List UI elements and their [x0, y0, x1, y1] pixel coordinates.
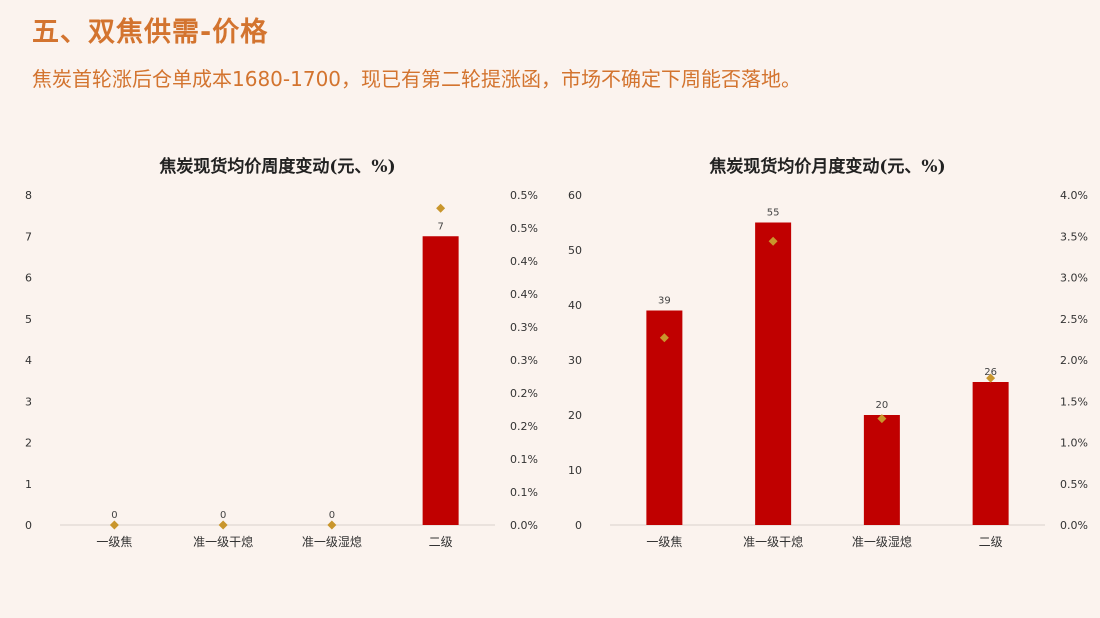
y2-tick-label: 3.5%: [1060, 230, 1088, 243]
data-label: 39: [658, 296, 671, 307]
category-label: 二级: [979, 535, 1003, 549]
category-label: 二级: [429, 535, 453, 549]
category-label: 一级焦: [96, 535, 132, 549]
y2-tick-label: 0.0%: [510, 519, 538, 532]
pct-marker: [218, 520, 228, 530]
y2-tick-label: 0.3%: [510, 354, 538, 367]
y2-tick-label: 1.5%: [1060, 395, 1088, 408]
chart-svg: 焦炭现货均价周度变动(元、%) 0 1 2 3 4 5 6 7 8 0.0% 0.1% 0.1% 0.2%…: [25, 156, 538, 549]
y2-tick-label: 0.2%: [510, 420, 538, 433]
y2-tick-label: 3.0%: [1060, 272, 1088, 285]
page-subtitle: 焦炭首轮涨后仓单成本1680-1700，现已有第二轮提涨函，市场不确定下周能否落…: [32, 67, 802, 91]
data-label: 26: [984, 367, 997, 378]
y2-tick-label: 2.0%: [1060, 354, 1088, 367]
category-label: 准一级干熄: [743, 535, 803, 549]
pct-marker: [986, 373, 996, 383]
bar: [972, 382, 1009, 525]
y-tick-label: 40: [568, 299, 582, 312]
data-label: 0: [111, 510, 117, 521]
chart-title: 焦炭现货均价月度变动(元、%): [708, 156, 945, 177]
y-tick-label: 30: [568, 354, 582, 367]
y2-tick-label: 0.1%: [510, 486, 538, 499]
pct-marker: [877, 414, 887, 424]
chart-title: 焦炭现货均价周度变动(元、%): [158, 156, 395, 177]
y-tick-label: 8: [25, 189, 32, 202]
y-tick-label: 0: [25, 519, 32, 532]
y2-tick-label: 1.0%: [1060, 437, 1088, 450]
y-tick-label: 3: [25, 395, 32, 408]
data-label: 20: [876, 400, 889, 411]
y-tick-label: 0: [575, 519, 582, 532]
category-label: 一级焦: [646, 535, 682, 549]
bar: [863, 415, 900, 525]
pct-marker: [768, 236, 778, 246]
y-tick-label: 60: [568, 189, 582, 202]
data-label: 0: [220, 510, 226, 521]
page-title: 五、双焦供需-价格: [32, 17, 269, 48]
data-label: 7: [437, 221, 443, 232]
y2-tick-label: 4.0%: [1060, 189, 1088, 202]
y2-tick-label: 2.5%: [1060, 313, 1088, 326]
data-label: 55: [767, 208, 780, 219]
pct-marker: [109, 520, 119, 530]
y2-tick-label: 0.1%: [510, 453, 538, 466]
data-label: 0: [329, 510, 335, 521]
pct-marker: [436, 203, 446, 213]
chart-svg: 焦炭现货均价月度变动(元、%) 0 10 20 30 40 50 60 0.0% 0.5% 1.0%…: [568, 156, 1088, 549]
pct-marker: [327, 520, 337, 530]
y-tick-label: 5: [25, 313, 32, 326]
y-tick-label: 7: [25, 230, 32, 243]
y-tick-label: 20: [568, 409, 582, 422]
y-tick-label: 4: [25, 354, 32, 367]
weekly-price-change-chart: 焦炭现货均价周度变动(元、%) 0 1 2 3 4 5 6 7 8 0.0% 0.1% 0.1% 0.2%…: [0, 140, 550, 580]
y2-tick-label: 0.0%: [1060, 519, 1088, 532]
monthly-price-change-chart: 焦炭现货均价月度变动(元、%) 0 10 20 30 40 50 60 0.0% 0.5% 1.0%…: [550, 140, 1100, 580]
y2-tick-label: 0.4%: [510, 255, 538, 268]
category-label: 准一级干熄: [193, 535, 253, 549]
y2-tick-label: 0.5%: [510, 222, 538, 235]
pct-marker: [659, 333, 669, 343]
y-tick-label: 2: [25, 437, 32, 450]
y2-tick-label: 0.3%: [510, 321, 538, 334]
y2-tick-label: 0.2%: [510, 387, 538, 400]
y-tick-label: 50: [568, 244, 582, 257]
y-tick-label: 1: [25, 478, 32, 491]
y-tick-label: 6: [25, 272, 32, 285]
y2-tick-label: 0.5%: [510, 189, 538, 202]
category-label: 准一级湿熄: [852, 534, 912, 549]
category-label: 准一级湿熄: [302, 534, 362, 549]
y2-tick-label: 0.5%: [1060, 478, 1088, 491]
y2-tick-label: 0.4%: [510, 288, 538, 301]
y-tick-label: 10: [568, 464, 582, 477]
bar: [422, 236, 459, 525]
bar: [646, 310, 683, 525]
bar: [755, 222, 792, 525]
